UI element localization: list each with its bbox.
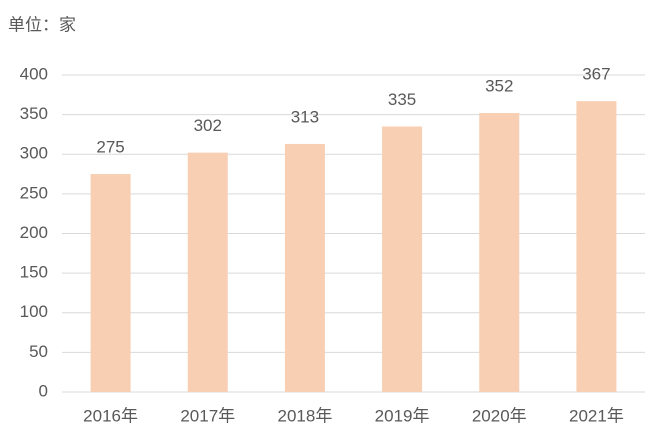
bar bbox=[284, 143, 325, 392]
x-tick-label: 2019年 bbox=[375, 406, 430, 425]
data-label: 335 bbox=[388, 90, 416, 109]
x-tick-label: 2021年 bbox=[569, 406, 624, 425]
x-tick-label: 2020年 bbox=[472, 406, 527, 425]
y-tick-label: 250 bbox=[20, 183, 48, 202]
data-label: 367 bbox=[582, 65, 610, 84]
y-tick-label: 400 bbox=[20, 64, 48, 83]
bar bbox=[479, 113, 520, 392]
bar bbox=[187, 152, 228, 392]
y-tick-label: 50 bbox=[29, 342, 48, 361]
bar bbox=[90, 174, 131, 392]
data-label: 313 bbox=[291, 107, 319, 126]
unit-label: 单位：家 bbox=[8, 15, 76, 34]
y-tick-label: 350 bbox=[20, 104, 48, 123]
y-tick-label: 0 bbox=[39, 381, 48, 400]
data-label: 275 bbox=[96, 138, 124, 157]
x-tick-label: 2017年 bbox=[180, 406, 235, 425]
data-label: 302 bbox=[194, 116, 222, 135]
data-label: 352 bbox=[485, 77, 513, 96]
y-tick-label: 150 bbox=[20, 263, 48, 282]
x-tick-label: 2016年 bbox=[83, 406, 138, 425]
x-tick-label: 2018年 bbox=[278, 406, 333, 425]
y-tick-label: 200 bbox=[20, 223, 48, 242]
y-tick-label: 100 bbox=[20, 302, 48, 321]
bar bbox=[382, 126, 423, 392]
bar bbox=[576, 101, 617, 392]
y-tick-label: 300 bbox=[20, 144, 48, 163]
